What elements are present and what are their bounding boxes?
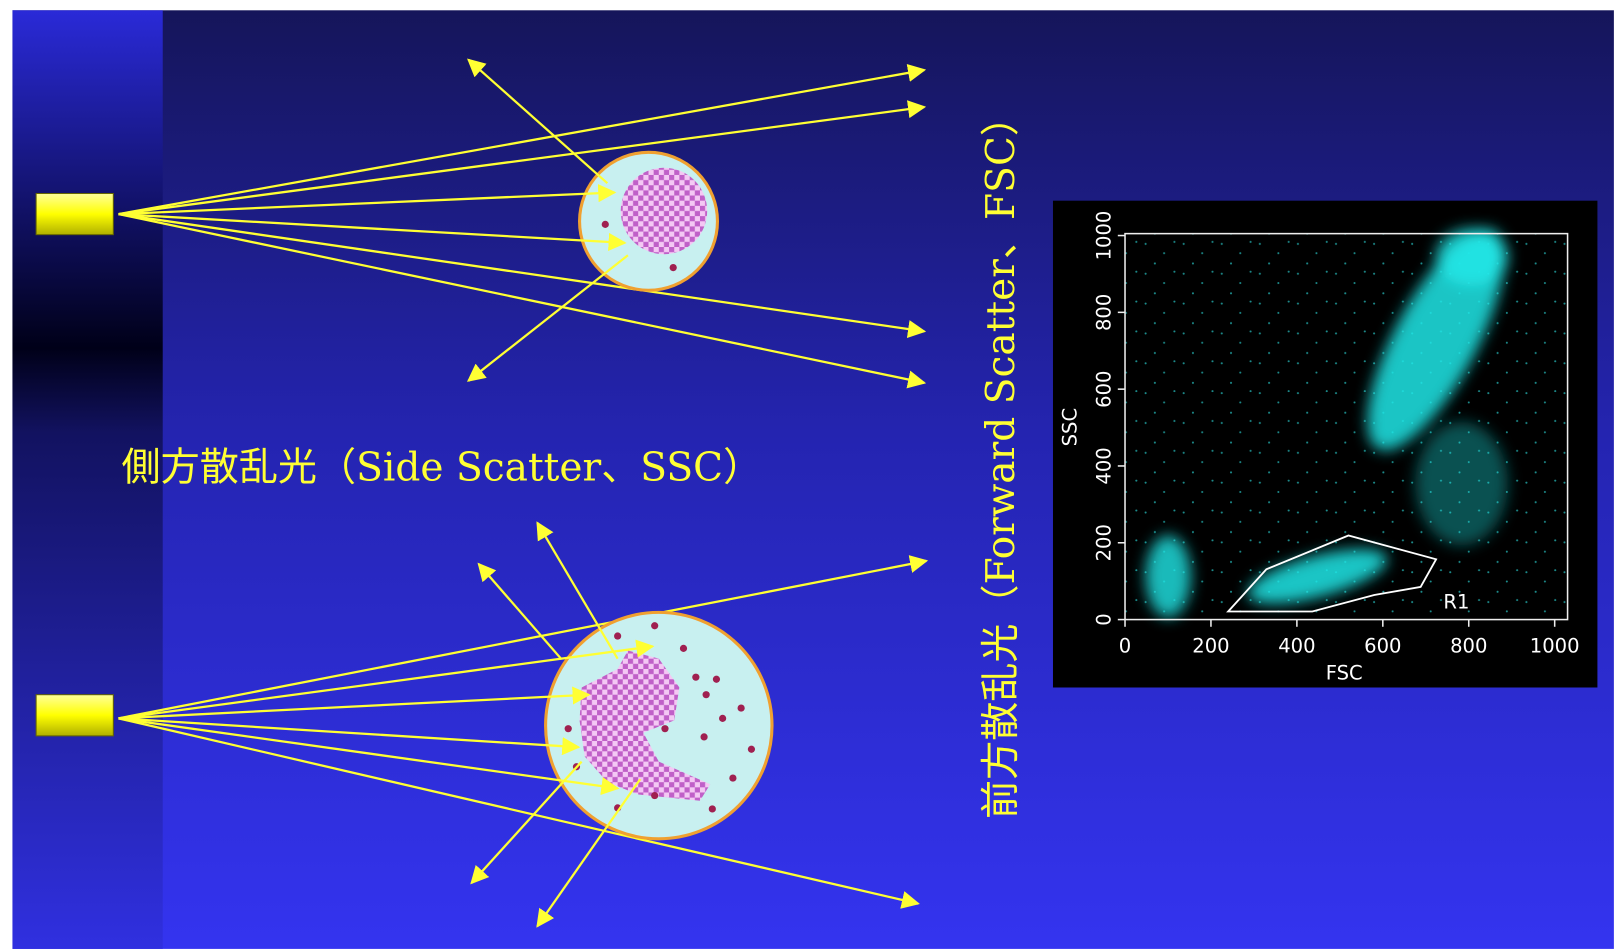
x-tick-label: 800 bbox=[1450, 635, 1487, 658]
x-axis-label: FSC bbox=[1326, 661, 1363, 684]
x-tick-label: 0 bbox=[1119, 635, 1131, 658]
page: {"side_scatter_label": "側方散乱光（Side Scatt… bbox=[0, 0, 1614, 952]
gate-label: R1 bbox=[1443, 590, 1469, 613]
x-tick-label: 600 bbox=[1364, 635, 1401, 658]
y-tick-label: 1000 bbox=[1093, 211, 1116, 261]
granule bbox=[670, 264, 677, 271]
forward-scatter-label: 前方散乱光（Forward Scatter、FSC） bbox=[979, 97, 1024, 819]
y-axis-label: SSC bbox=[1059, 408, 1082, 446]
laser bbox=[36, 695, 113, 736]
x-tick-label: 200 bbox=[1192, 635, 1229, 658]
laser bbox=[36, 193, 113, 234]
y-tick-label: 0 bbox=[1093, 613, 1116, 625]
y-tick-label: 600 bbox=[1093, 371, 1116, 408]
y-tick-label: 400 bbox=[1093, 447, 1116, 484]
x-tick-label: 400 bbox=[1278, 635, 1315, 658]
nucleus bbox=[621, 168, 707, 254]
y-tick-label: 800 bbox=[1093, 294, 1116, 331]
density-clouds bbox=[1125, 211, 1568, 619]
x-tick-label: 1000 bbox=[1530, 635, 1580, 658]
granule bbox=[602, 221, 609, 228]
slide: 側方散乱光（Side Scatter、SSC） 前方散乱光（Forward Sc… bbox=[0, 0, 1614, 952]
side-scatter-label: 側方散乱光（Side Scatter、SSC） bbox=[122, 446, 763, 491]
y-tick-label: 200 bbox=[1093, 524, 1116, 561]
